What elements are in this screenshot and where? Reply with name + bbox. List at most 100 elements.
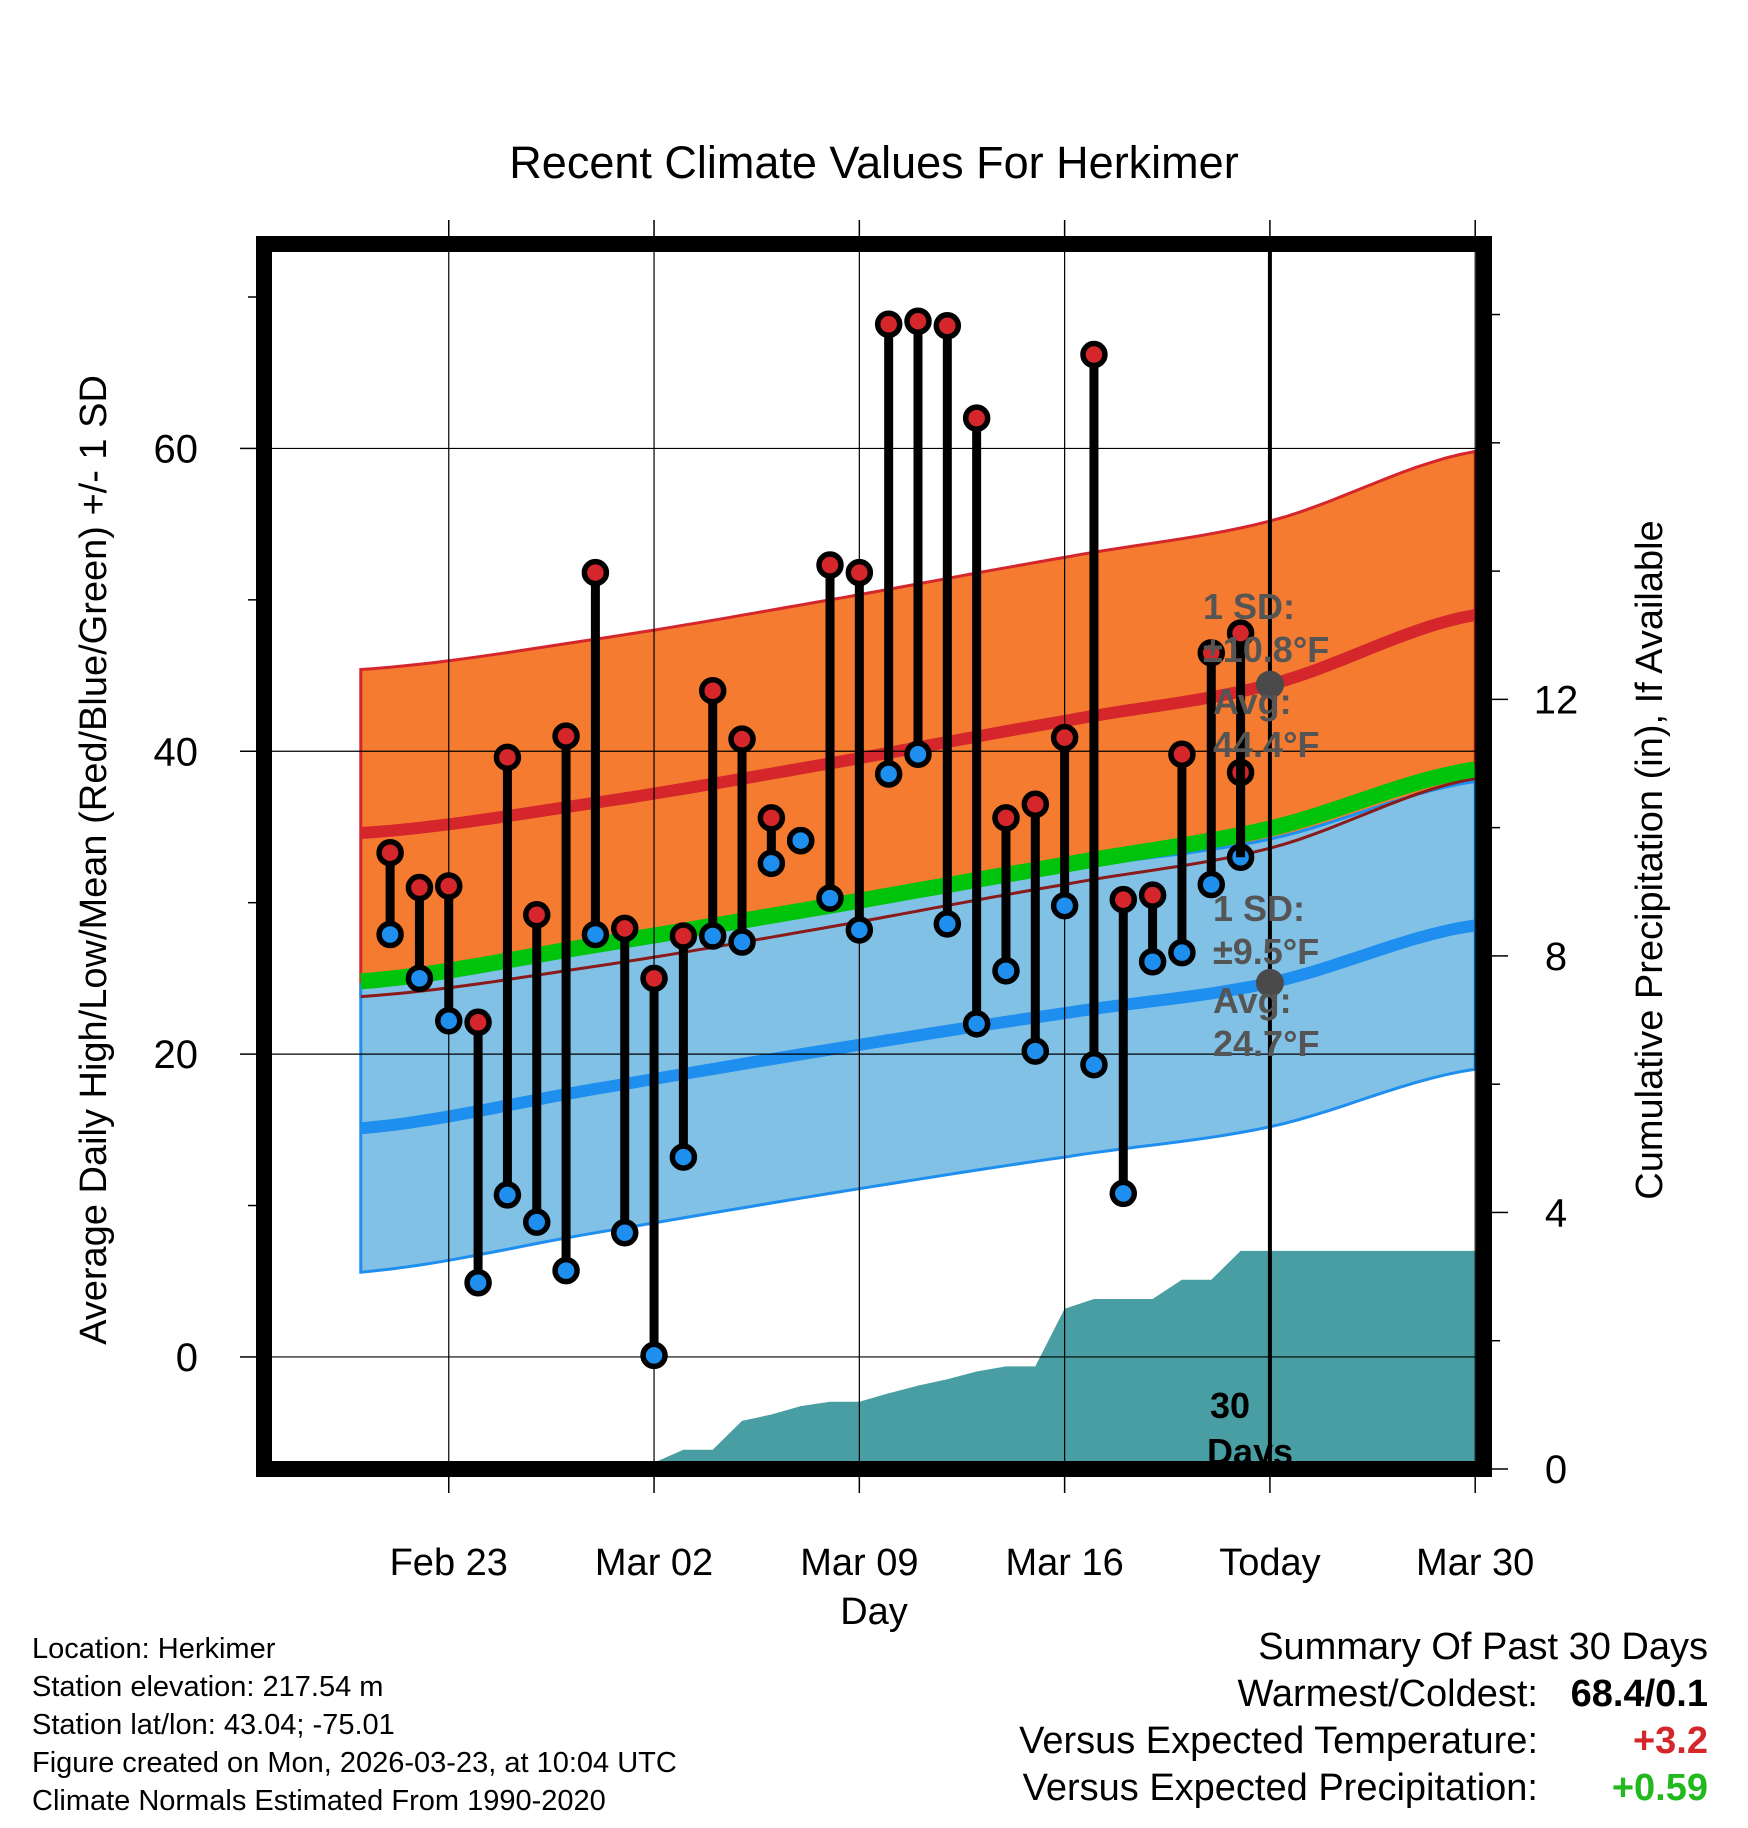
normal-low-line xyxy=(360,919,1477,1135)
high-avg-value: 44.4°F xyxy=(1213,724,1319,765)
summary-title: Summary Of Past 30 Days xyxy=(1258,1626,1708,1668)
daily-low-marker xyxy=(376,920,404,949)
daily-high-marker xyxy=(581,558,610,587)
high-band-lower-edge xyxy=(360,777,1476,999)
summary-temp-row: Versus Expected Temperature: +3.2 xyxy=(1019,1720,1708,1763)
summary-warmest-label: Warmest/Coldest: xyxy=(1237,1673,1538,1715)
daily-low-marker xyxy=(992,957,1020,985)
daily-high-marker xyxy=(640,964,668,993)
daily-high-marker xyxy=(933,312,962,340)
info-normals: Climate Normals Estimated From 1990-2020 xyxy=(32,1785,606,1817)
daily-low-marker xyxy=(435,1007,463,1035)
normal-mean-line xyxy=(360,761,1477,990)
high-avg-label: Avg: xyxy=(1213,681,1292,722)
daily-low-marker xyxy=(845,916,874,944)
x-axis-label: Day xyxy=(840,1591,908,1633)
daily-high-marker xyxy=(435,872,463,900)
daily-low-marker xyxy=(1050,891,1079,920)
daily-high-marker xyxy=(552,722,580,750)
daily-low-marker xyxy=(1168,938,1196,967)
daily-high-marker xyxy=(1021,790,1050,819)
final-high-marker xyxy=(1226,619,1255,647)
y-tick-label-left: 60 xyxy=(154,427,199,471)
info-created: Figure created on Mon, 2026-03-23, at 10… xyxy=(32,1747,677,1779)
daily-low-marker xyxy=(640,1341,668,1370)
station-info: Location: Herkimer Station elevation: 21… xyxy=(32,1630,677,1820)
today-normal-low-dot xyxy=(1255,968,1284,997)
summary-precip-value: +0.59 xyxy=(1611,1767,1708,1809)
summary-precip-label: Versus Expected Precipitation: xyxy=(1022,1767,1538,1809)
x-tick-label: Mar 09 xyxy=(800,1542,918,1584)
daily-high-marker xyxy=(698,676,727,705)
daily-low-marker xyxy=(962,1010,991,1038)
summary-temp-label: Versus Expected Temperature: xyxy=(1019,1720,1538,1762)
daily-high-marker xyxy=(1080,340,1108,369)
daily-low-marker xyxy=(874,760,903,788)
y-tick-label-left: 40 xyxy=(154,730,199,774)
y-tick-label-right: 12 xyxy=(1534,678,1579,722)
days-label-word: Days xyxy=(1207,1431,1293,1472)
daily-low-marker xyxy=(728,928,756,956)
daily-low-marker xyxy=(757,849,786,878)
daily-high-marker xyxy=(992,804,1020,832)
x-tick-label: Mar 02 xyxy=(595,1542,713,1584)
y-tick-label-right: 4 xyxy=(1545,1191,1567,1235)
x-tick-label: Feb 23 xyxy=(390,1542,508,1584)
low-avg-value: 24.7°F xyxy=(1213,1023,1319,1064)
daily-low-marker xyxy=(786,826,815,855)
y-tick-label-left: 20 xyxy=(154,1033,199,1077)
daily-low-marker xyxy=(1080,1050,1108,1079)
x-tick-label: Today xyxy=(1219,1542,1320,1584)
daily-low-marker xyxy=(1197,870,1226,899)
daily-low-marker xyxy=(669,1143,698,1171)
info-latlon: Station lat/lon: 43.04; -75.01 xyxy=(32,1709,395,1741)
high-sd-label: 1 SD: xyxy=(1203,586,1295,627)
daily-high-marker xyxy=(464,1008,492,1037)
y-axis-label-left: Average Daily High/Low/Mean (Red/Blue/Gr… xyxy=(73,375,115,1345)
daily-low-marker xyxy=(933,910,962,938)
high-sd-value: ±10.8°F xyxy=(1203,629,1329,670)
low-sd-value: ±9.5°F xyxy=(1213,931,1319,972)
precip-area xyxy=(360,1250,1484,1469)
daily-high-marker xyxy=(669,922,698,950)
info-location: Location: Herkimer xyxy=(32,1633,276,1665)
daily-low-marker xyxy=(522,1208,551,1236)
x-tick-label: Mar 30 xyxy=(1416,1542,1534,1584)
daily-low-marker xyxy=(1109,1179,1138,1208)
daily-low-marker xyxy=(1138,947,1167,976)
daily-high-marker xyxy=(493,743,522,772)
daily-high-marker xyxy=(874,310,903,339)
summary-panel: Summary Of Past 30 Days Warmest/Coldest:… xyxy=(1019,1626,1708,1810)
summary-precip-row: Versus Expected Precipitation: +0.59 xyxy=(1019,1767,1708,1810)
daily-low-marker xyxy=(816,884,844,912)
daily-high-marker xyxy=(522,901,551,929)
low-sd-label: 1 SD: xyxy=(1213,888,1305,929)
chart-title: Recent Climate Values For Herkimer xyxy=(509,137,1238,188)
daily-low-marker xyxy=(610,1219,639,1247)
daily-low-marker xyxy=(552,1256,580,1285)
summary-warmest-row: Warmest/Coldest: 68.4/0.1 xyxy=(1019,1673,1708,1716)
daily-low-marker xyxy=(464,1269,492,1297)
daily-low-marker xyxy=(904,740,932,769)
summary-temp-value: +3.2 xyxy=(1632,1720,1708,1762)
days-label-number: 30 xyxy=(1210,1385,1250,1426)
x-tick-label: Mar 16 xyxy=(1005,1542,1123,1584)
today-normal-high-dot xyxy=(1255,670,1284,699)
y-tick-label-right: 8 xyxy=(1545,935,1567,979)
daily-low-marker xyxy=(405,964,434,993)
daily-high-marker xyxy=(816,551,844,579)
daily-high-marker xyxy=(1109,885,1138,914)
daily-high-marker xyxy=(845,558,874,587)
daily-low-marker xyxy=(698,922,727,950)
daily-high-marker xyxy=(757,804,786,832)
plot-frame xyxy=(256,236,1492,1477)
y-tick-label-left: 0 xyxy=(176,1336,198,1380)
daily-low-marker xyxy=(581,920,610,949)
info-elevation: Station elevation: 217.54 m xyxy=(32,1671,384,1703)
daily-high-marker xyxy=(962,404,991,432)
daily-high-marker xyxy=(376,838,404,867)
daily-high-marker xyxy=(1138,881,1167,909)
daily-high-marker xyxy=(1168,740,1196,769)
daily-low-marker xyxy=(1021,1037,1050,1065)
